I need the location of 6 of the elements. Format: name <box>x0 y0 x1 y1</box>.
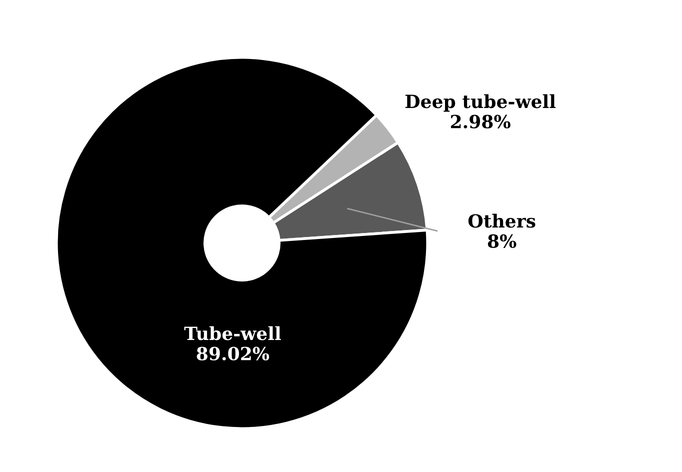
data-label: 8% <box>488 234 516 248</box>
slice-label: Others <box>468 214 536 228</box>
slice-label: Tube-well <box>184 326 281 340</box>
data-label: 2.98% <box>450 114 510 128</box>
slice-label: Deep tube-well <box>405 94 556 112</box>
data-label: 89.02% <box>196 346 270 360</box>
